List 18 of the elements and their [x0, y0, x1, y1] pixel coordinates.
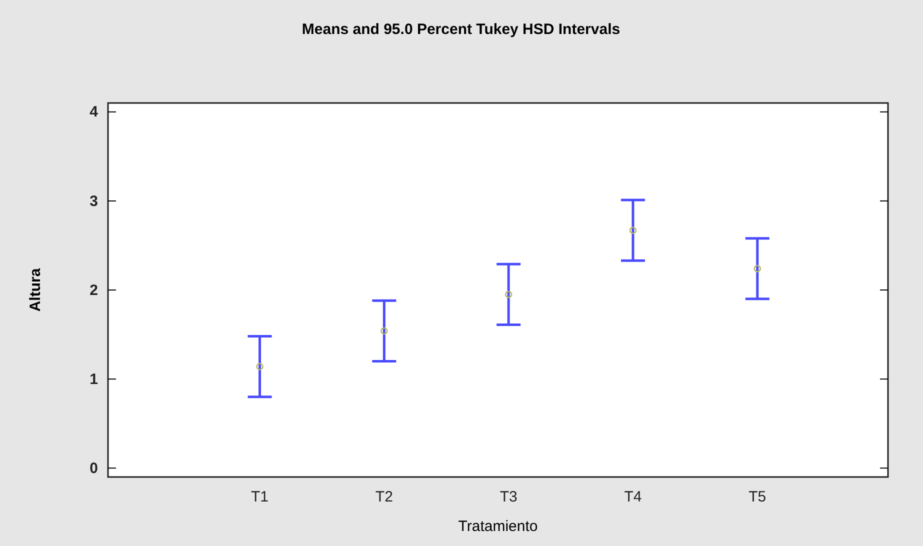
point: [754, 265, 762, 272]
y-axis-title: Altura: [27, 268, 44, 312]
x-tick-label: T3: [500, 488, 518, 506]
point: [629, 226, 637, 234]
point: [504, 290, 512, 298]
y-tick-label: 4: [90, 104, 99, 121]
x-tick-label: T1: [251, 488, 269, 506]
x-tick-label: T2: [375, 488, 393, 506]
x-tick-label: T5: [748, 488, 766, 506]
y-tick-label: 2: [90, 282, 98, 299]
x-axis-title: Tratamiento: [458, 518, 538, 535]
x-tick-label: T4: [624, 488, 642, 506]
y-tick-label: 3: [90, 192, 98, 210]
point: [256, 362, 264, 370]
point: [380, 327, 388, 335]
chart-title: Means and 95.0 Percent Tukey HSD Intervals: [302, 21, 620, 38]
y-tick-label: 0: [90, 460, 98, 477]
y-tick-label: 1: [90, 370, 98, 388]
